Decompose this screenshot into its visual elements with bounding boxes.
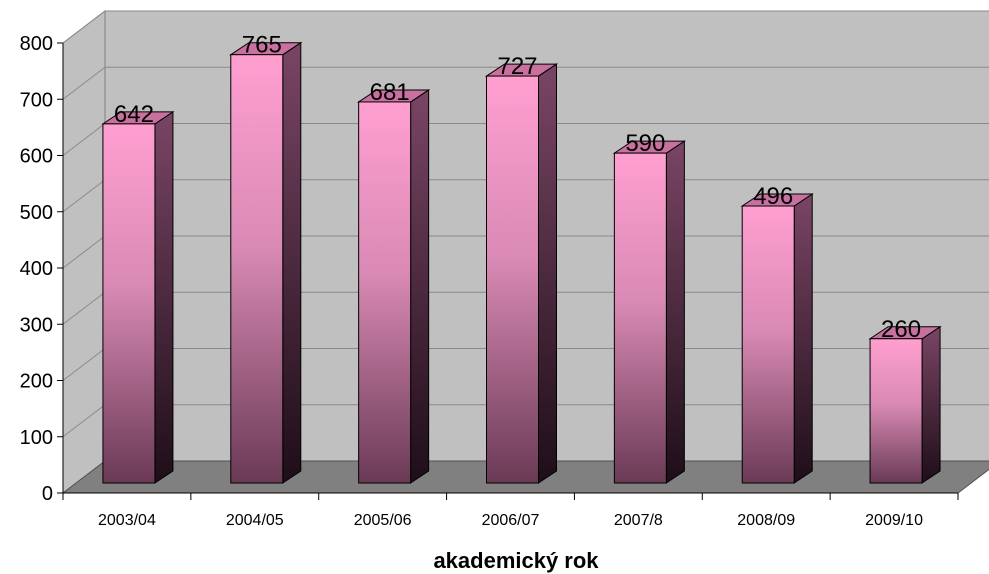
bar-front — [613, 152, 667, 484]
axes: 0 100 200 300 400 500 600 700 800 — [20, 33, 959, 505]
x-tick-label: 2003/04 — [98, 512, 156, 529]
bar-side — [538, 63, 557, 484]
bar-front — [102, 123, 156, 484]
bar — [229, 41, 303, 484]
bar-side — [282, 41, 302, 484]
bar — [356, 89, 431, 484]
gridline — [62, 66, 989, 100]
data-label: 590 — [625, 130, 665, 157]
y-tick-label: 0 — [42, 483, 53, 505]
bar — [740, 193, 814, 484]
y-tick-label: 400 — [20, 258, 53, 280]
x-tick-label: 2004/05 — [226, 512, 284, 529]
x-tick-label: 2005/06 — [354, 512, 412, 529]
data-label: 765 — [242, 32, 282, 59]
bar-side — [154, 110, 174, 484]
gridline — [62, 10, 989, 44]
labels: 642 2003/04 765 2004/05 681 2005/06 727 2006/07… — [98, 32, 923, 529]
bar — [612, 140, 687, 484]
x-tick-label: 2006/07 — [482, 512, 540, 529]
bar-front — [230, 54, 284, 484]
x-axis-label: akademický rok — [433, 548, 599, 573]
y-tick-label: 500 — [20, 202, 53, 224]
bar-front — [741, 205, 795, 484]
y-tick-label: 200 — [20, 371, 53, 393]
y-tick-label: 300 — [20, 314, 53, 336]
bar-front — [869, 338, 923, 484]
data-label: 260 — [881, 316, 921, 343]
bar-front — [358, 101, 412, 484]
bar — [868, 325, 942, 484]
y-tick-label: 700 — [20, 89, 53, 111]
bar-side — [921, 325, 941, 484]
y-tick-label: 600 — [20, 146, 53, 168]
x-tick-label: 2008/09 — [737, 512, 795, 529]
x-tick-label: 2007/8 — [614, 512, 663, 529]
x-tick-label: 2009/10 — [865, 512, 923, 529]
y-tick-label: 800 — [20, 33, 53, 55]
bar — [101, 110, 175, 484]
bar-side — [410, 89, 430, 484]
bar-side — [665, 140, 685, 484]
data-label: 496 — [753, 183, 793, 210]
bar-front — [486, 75, 539, 484]
bar — [484, 63, 559, 484]
bar-side — [793, 193, 813, 484]
data-label: 642 — [114, 101, 154, 128]
bars — [101, 41, 942, 484]
y-tick-label: 100 — [20, 427, 53, 449]
data-label: 681 — [370, 79, 410, 106]
data-label: 727 — [497, 53, 537, 80]
